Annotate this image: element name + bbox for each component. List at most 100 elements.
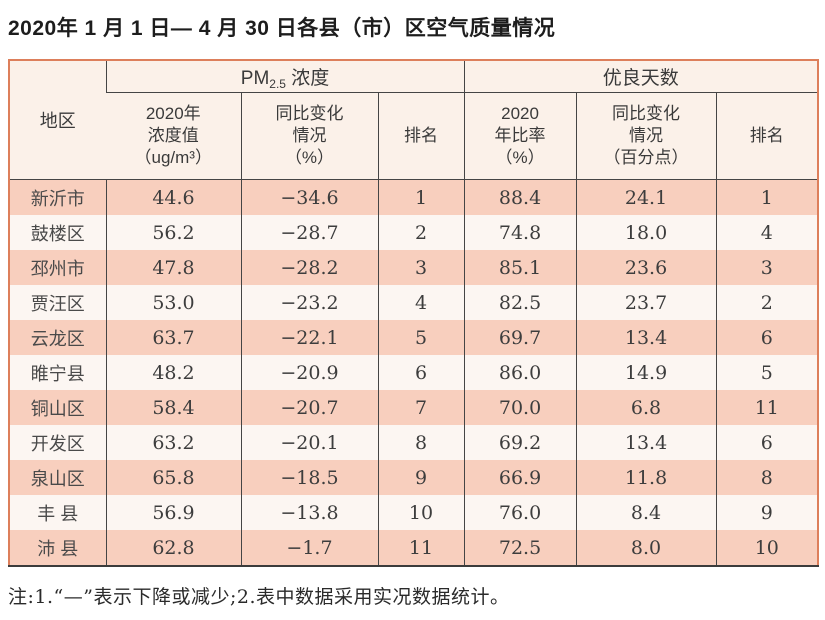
cell-pm_rank: 10 (377, 495, 465, 530)
cell-pm_change: −20.7 (240, 390, 378, 425)
cell-region: 泉山区 (30, 468, 85, 489)
cell-ratio: 86.0 (463, 355, 577, 390)
cell-ratio_change: 13.4 (575, 320, 717, 355)
cell-pm_change: −22.1 (240, 320, 378, 355)
cell-pm_change: −28.2 (240, 250, 378, 285)
cell-rank: 8 (715, 460, 819, 495)
cell-rank: 9 (715, 495, 819, 530)
cell-ratio: 69.7 (463, 320, 577, 355)
pm25-label-subscript: 2.5 (269, 76, 286, 91)
cell-pm_value: 62.8 (105, 530, 241, 566)
cell-pm_rank: 7 (377, 390, 465, 425)
cell-region: 开发区 (30, 433, 85, 454)
cell-ratio: 69.2 (463, 425, 577, 460)
cell-rank: 5 (715, 355, 819, 390)
cell-pm_value: 63.2 (105, 425, 241, 460)
cell-pm_change: −28.7 (240, 215, 378, 250)
cell-region: 邳州市 (30, 258, 85, 279)
cell-ratio: 76.0 (463, 495, 577, 530)
table-header: 地区 PM2.5 浓度 优良天数 2020年 浓度值 （ug/m³） 同比变化 … (9, 60, 819, 180)
col-header-ratio: 2020 年比率 （%） (463, 92, 577, 180)
col-group-pm25: PM2.5 浓度 (105, 60, 465, 93)
cell-region: 铜山区 (30, 398, 85, 419)
cell-ratio_change: 23.7 (575, 285, 717, 320)
cell-ratio_change: 8.0 (575, 530, 717, 566)
table-row: 睢宁县 48.2 −20.9 6 86.0 14.9 5 (9, 355, 819, 390)
cell-pm_rank: 6 (377, 355, 465, 390)
col-header-pm-value: 2020年 浓度值 （ug/m³） (106, 92, 241, 180)
group-header-row: 地区 PM2.5 浓度 优良天数 (9, 60, 819, 180)
cell-rank: 4 (715, 215, 819, 250)
table-row: 开发区 63.2 −20.1 8 69.2 13.4 6 (9, 425, 819, 460)
pm25-label-prefix: PM (240, 67, 270, 89)
cell-pm_change: −23.2 (240, 285, 378, 320)
cell-pm_value: 63.7 (105, 320, 241, 355)
cell-pm_change: −20.1 (240, 425, 378, 460)
cell-region: 贾汪区 (30, 293, 85, 314)
cell-pm_rank: 4 (377, 285, 465, 320)
cell-pm_value: 53.0 (105, 285, 241, 320)
cell-pm_change: −20.9 (240, 355, 378, 390)
cell-ratio: 85.1 (463, 250, 577, 285)
footnote: 注:1.“—”表示下降或减少;2.表中数据采用实况数据统计。 (8, 586, 510, 608)
cell-rank: 3 (715, 250, 819, 285)
cell-pm_change: −34.6 (240, 179, 378, 215)
cell-ratio: 74.8 (463, 215, 577, 250)
cell-pm_change: −13.8 (240, 495, 378, 530)
col-group-good-days: 优良天数 (463, 60, 819, 93)
table-row: 沛 县 62.8 −1.7 11 72.5 8.0 10 (9, 530, 819, 566)
col-header-ratio-change: 同比变化 情况 （百分点） (575, 92, 717, 180)
table-row: 新沂市 44.6 −34.6 1 88.4 24.1 1 (9, 179, 819, 215)
col-header-region: 地区 (9, 60, 106, 180)
cell-pm_rank: 9 (377, 460, 465, 495)
cell-region: 云龙区 (30, 328, 85, 349)
cell-pm_value: 58.4 (105, 390, 241, 425)
cell-ratio_change: 11.8 (575, 460, 717, 495)
cell-pm_value: 48.2 (105, 355, 241, 390)
cell-rank: 1 (715, 179, 819, 215)
col-header-pm-change: 同比变化 情况 （%） (240, 92, 378, 180)
cell-region: 新沂市 (30, 188, 85, 209)
table-row: 泉山区 65.8 −18.5 9 66.9 11.8 8 (9, 460, 819, 495)
cell-ratio: 72.5 (463, 530, 577, 566)
cell-ratio: 66.9 (463, 460, 577, 495)
cell-ratio_change: 6.8 (575, 390, 717, 425)
table-row: 云龙区 63.7 −22.1 5 69.7 13.4 6 (9, 320, 819, 355)
cell-pm_rank: 1 (377, 179, 465, 215)
cell-rank: 10 (715, 530, 819, 566)
table-body: 新沂市 44.6 −34.6 1 88.4 24.1 1 鼓楼区 56.2 −28.7 2 74.8 1… (9, 179, 819, 566)
cell-pm_change: −18.5 (240, 460, 378, 495)
cell-ratio_change: 14.9 (575, 355, 717, 390)
cell-rank: 6 (715, 320, 819, 355)
cell-ratio_change: 24.1 (575, 179, 717, 215)
cell-pm_value: 56.2 (105, 215, 241, 250)
table-row: 邳州市 47.8 −28.2 3 85.1 23.6 3 (9, 250, 819, 285)
cell-ratio_change: 18.0 (575, 215, 717, 250)
table-row: 贾汪区 53.0 −23.2 4 82.5 23.7 2 (9, 285, 819, 320)
cell-ratio_change: 8.4 (575, 495, 717, 530)
cell-pm_value: 56.9 (105, 495, 241, 530)
col-header-pm-rank: 排名 (377, 92, 465, 180)
cell-ratio_change: 13.4 (575, 425, 717, 460)
cell-rank: 2 (715, 285, 819, 320)
table-row: 鼓楼区 56.2 −28.7 2 74.8 18.0 4 (9, 215, 819, 250)
cell-ratio: 70.0 (463, 390, 577, 425)
col-header-rank: 排名 (715, 92, 819, 180)
cell-rank: 6 (715, 425, 819, 460)
cell-ratio_change: 23.6 (575, 250, 717, 285)
pm25-label-suffix: 浓度 (285, 67, 330, 89)
table-row: 铜山区 58.4 −20.7 7 70.0 6.8 11 (9, 390, 819, 425)
cell-pm_value: 65.8 (105, 460, 241, 495)
page-title: 2020年 1 月 1 日— 4 月 30 日各县（市）区空气质量情况 (8, 17, 556, 40)
cell-pm_rank: 2 (377, 215, 465, 250)
cell-pm_rank: 3 (377, 250, 465, 285)
cell-pm_rank: 11 (377, 530, 465, 566)
cell-region: 沛 县 (37, 538, 79, 559)
cell-pm_rank: 5 (377, 320, 465, 355)
cell-region: 鼓楼区 (30, 223, 85, 244)
cell-region: 睢宁县 (30, 363, 85, 384)
sub-header-row: 2020年 浓度值 （ug/m³） 同比变化 情况 （%） 排名 2020 年比… (9, 92, 819, 180)
cell-region: 丰 县 (37, 503, 79, 524)
table-row: 丰 县 56.9 −13.8 10 76.0 8.4 9 (9, 495, 819, 530)
